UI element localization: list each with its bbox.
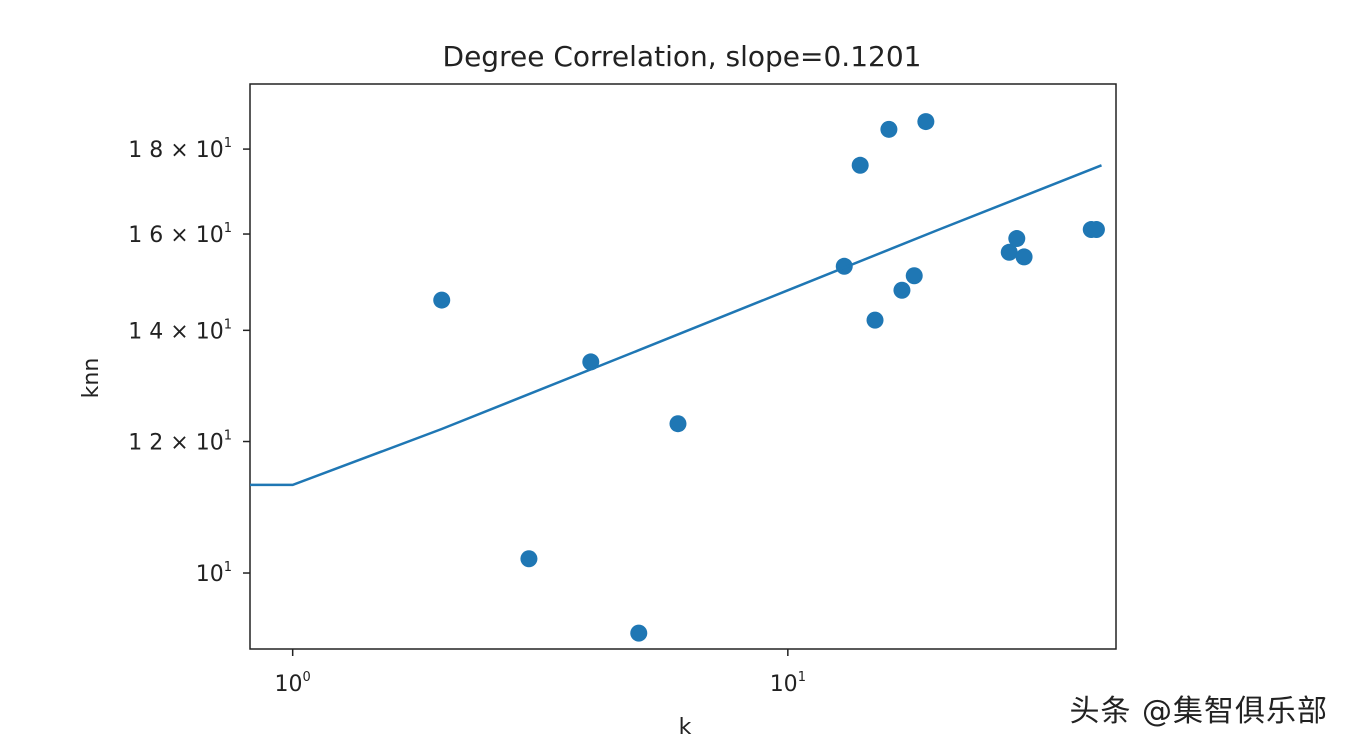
y-tick-label: 101: [196, 560, 232, 587]
y-tick-label: 1 6 × 101: [128, 221, 232, 248]
scatter-point: [893, 281, 911, 299]
scatter-point: [520, 550, 538, 568]
scatter-point: [433, 291, 451, 309]
y-axis: 101 1 2 × 101 1 4 × 101 1 6 × 101 1 8 × 101: [128, 136, 250, 587]
scatter-point: [851, 156, 869, 174]
watermark: 头条 @集智俱乐部: [1069, 694, 1328, 729]
scatter-point: [917, 113, 935, 131]
y-tick-label: 1 8 × 101: [128, 136, 232, 163]
scatter-point: [1000, 243, 1018, 261]
scatter-point: [630, 624, 648, 642]
y-tick-label: 1 2 × 101: [128, 429, 232, 456]
scatter-point: [1008, 230, 1026, 248]
plot-area: [250, 113, 1105, 642]
scatter-point: [582, 353, 600, 371]
plot-frame: [249, 83, 1117, 650]
scatter-point: [1015, 248, 1033, 266]
chart-title: Degree Correlation, slope=0.1201: [443, 40, 922, 73]
scatter-point: [880, 120, 898, 138]
fit-line: [250, 164, 1102, 487]
scatter-point: [866, 311, 884, 329]
x-tick-label: 100: [275, 670, 311, 697]
scatter-point: [669, 415, 687, 433]
y-tick-label: 1 4 × 101: [128, 317, 232, 344]
scatter-point: [1087, 221, 1105, 239]
scatter-point: [905, 267, 923, 285]
x-axis: 100 101: [275, 649, 806, 697]
y-axis-label: knn: [79, 358, 104, 399]
x-tick-label: 101: [770, 670, 806, 697]
x-axis-label: k: [679, 715, 692, 740]
